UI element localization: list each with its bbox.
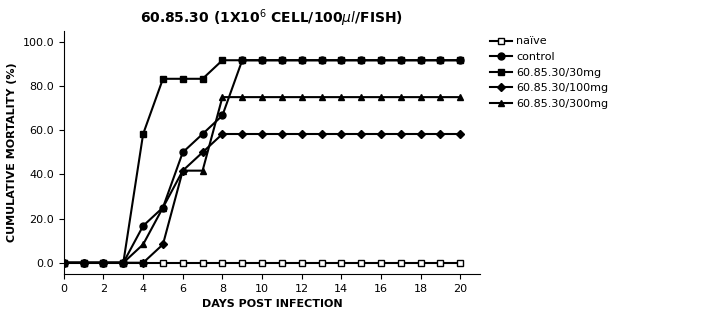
Title: 60.85.30 (1X10$^6$ CELL/100$\mu$$\it{l}$/FISH): 60.85.30 (1X10$^6$ CELL/100$\mu$$\it{l}$…: [140, 7, 404, 28]
Y-axis label: CUMULATIVE MORTALITY (%): CUMULATIVE MORTALITY (%): [7, 63, 17, 242]
X-axis label: DAYS POST INFECTION: DAYS POST INFECTION: [202, 299, 342, 309]
Legend: naïve, control, 60.85.30/30mg, 60.85.30/100mg, 60.85.30/300mg: naïve, control, 60.85.30/30mg, 60.85.30/…: [490, 36, 609, 109]
